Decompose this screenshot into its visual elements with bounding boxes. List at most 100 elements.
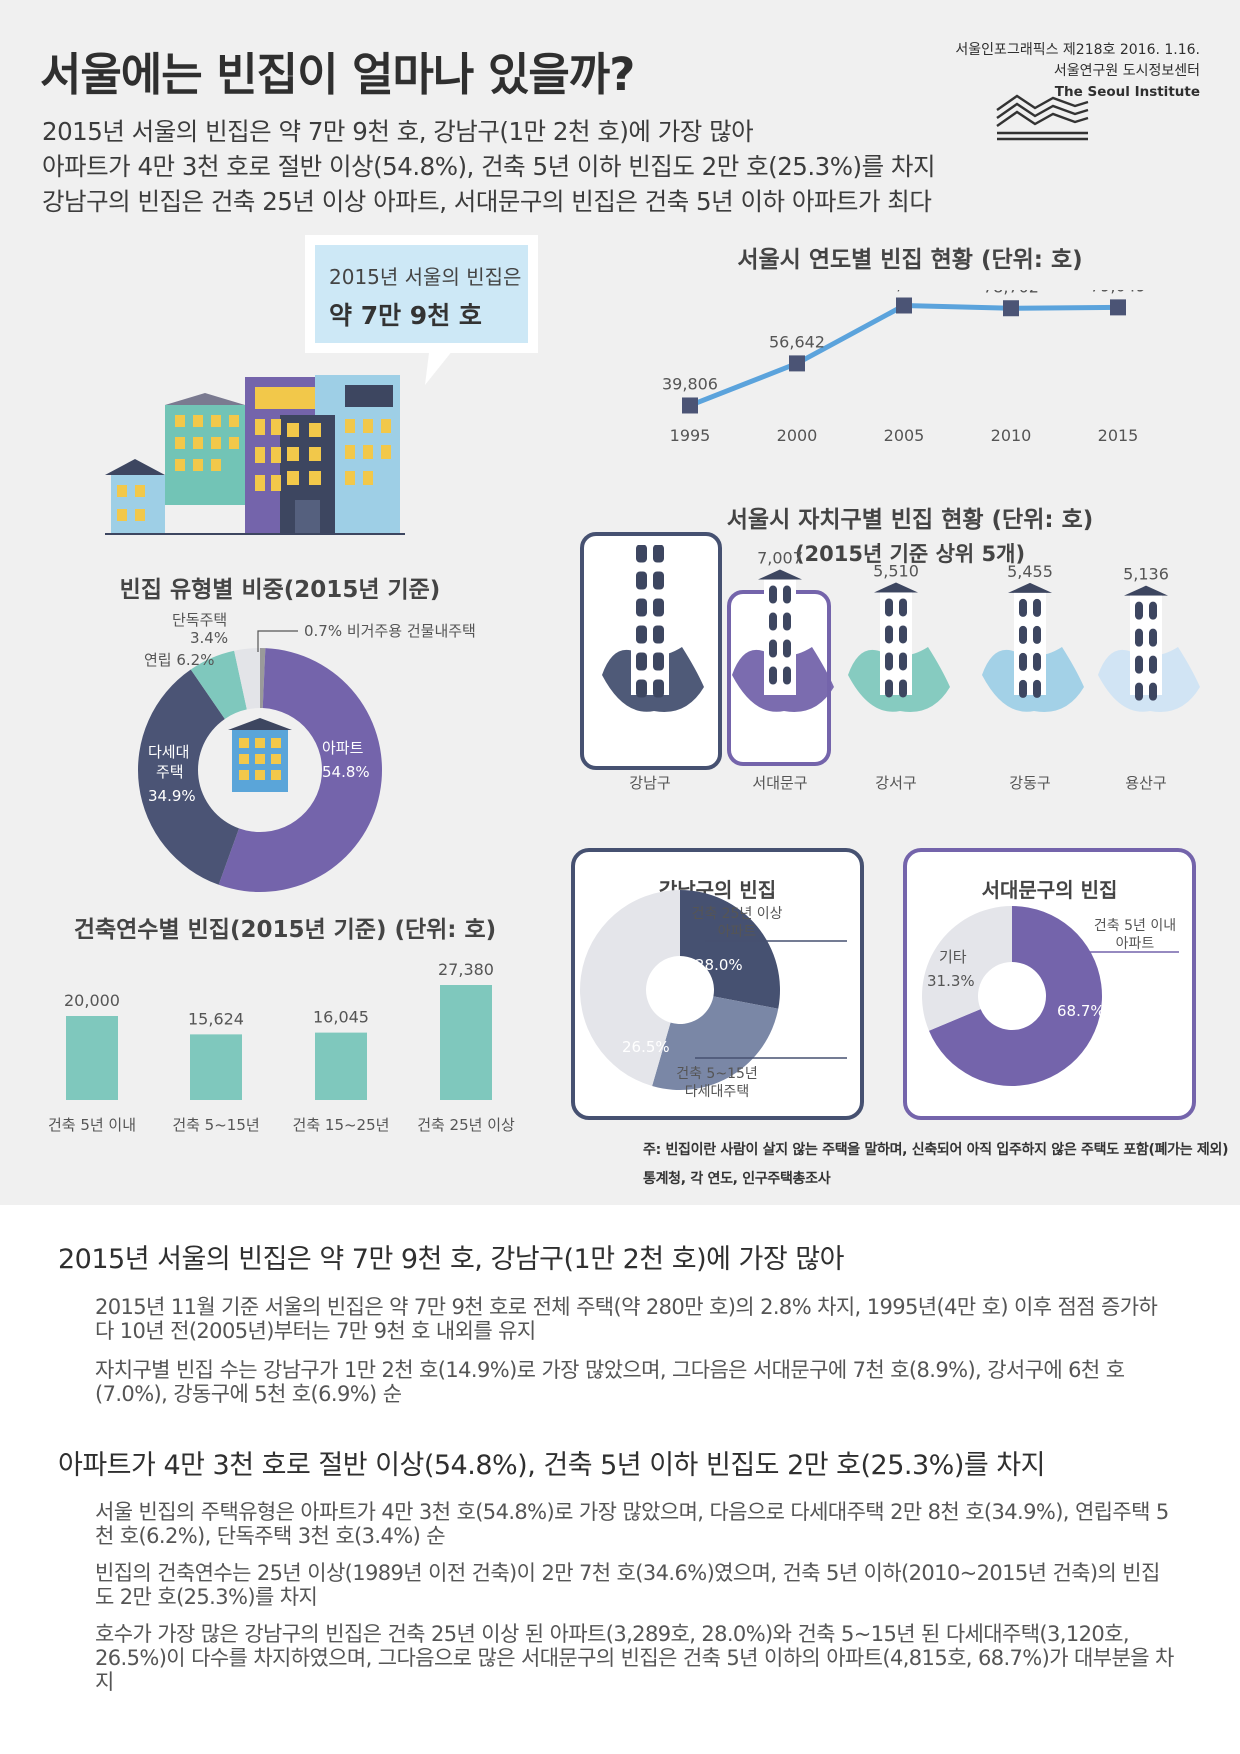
age-chart-title: 건축연수별 빈집(2015년 기준) (단위: 호) <box>73 917 497 943</box>
building-window <box>1149 601 1157 620</box>
data-point <box>682 397 698 414</box>
age-bar-value: 20,000 <box>64 991 120 1010</box>
age-bar-value: 15,624 <box>188 1009 244 1028</box>
donut-slice <box>680 890 780 1009</box>
building-bar <box>764 579 796 695</box>
building-window <box>885 679 893 698</box>
district-name-label: 강동구 <box>1009 774 1050 792</box>
callout-label: 2015년 서울의 빈집은 <box>329 265 522 289</box>
district-value-label: 5,455 <box>1007 562 1053 581</box>
center-building-window <box>255 754 265 764</box>
data-point <box>789 355 805 372</box>
slice-value-apt: 68.7% <box>1057 1002 1105 1020</box>
org-name-en: The Seoul Institute <box>1054 84 1200 100</box>
slice-label-multi-2: 주택 <box>156 763 184 781</box>
donut-slice <box>190 650 247 719</box>
building-window <box>636 545 647 563</box>
data-point <box>896 297 912 314</box>
line-chart-title: 서울시 연도별 빈집 현황 (단위: 호) <box>737 247 1083 273</box>
building-window <box>1019 679 1027 698</box>
center-building-window <box>239 770 249 780</box>
donut-slice <box>922 906 1012 1031</box>
building-window <box>1033 625 1041 644</box>
slice-value-apt: 28.0% <box>695 956 743 974</box>
building-window <box>653 545 664 563</box>
building-window <box>885 625 893 644</box>
building-roof <box>874 582 918 593</box>
org-name: 서울연구원 도시정보센터 <box>1053 63 1200 79</box>
donut-slice <box>138 669 239 885</box>
district-value-label: 5,510 <box>873 561 919 580</box>
x-tick-label: 2015 <box>1098 426 1139 445</box>
building-window <box>885 598 893 617</box>
center-building-window <box>239 754 249 764</box>
center-building-roof <box>228 718 292 730</box>
series-line <box>689 302 1119 408</box>
data-label: 56,642 <box>769 332 825 351</box>
data-label: 79,049 <box>1090 290 1146 295</box>
building-window <box>636 679 647 698</box>
slice-label-nonres: 0.7% 비거주용 건물내주택 <box>304 622 476 640</box>
age-bar-category: 건축 15~25년 <box>293 1116 390 1134</box>
center-building-window <box>255 770 265 780</box>
subtitle-2: 아파트가 4만 3천 호로 절반 이상(54.8%), 건축 5년 이하 빈집도… <box>42 152 936 181</box>
total-callout: 2015년 서울의 빈집은 약 7만 9천 호 <box>305 235 538 353</box>
building-bar <box>1130 595 1162 695</box>
slice-label-multi-1: 건축 5~15년 <box>676 1066 758 1082</box>
building-window <box>783 585 791 604</box>
building-bar <box>880 592 912 695</box>
subtitle-3: 강남구의 빈집은 건축 25년 이상 아파트, 서대문구의 빈집은 건축 5년 … <box>42 187 932 216</box>
building-window <box>653 625 664 644</box>
donut-slice <box>260 648 266 709</box>
callout-value: 약 7만 9천 호 <box>329 301 482 330</box>
section-2-heading: 아파트가 4만 3천 호로 절반 이상(54.8%), 건축 5년 이하 빈집도… <box>58 1450 1045 1481</box>
building-window <box>899 679 907 698</box>
building-window <box>1033 679 1041 698</box>
building-bar <box>1014 592 1046 695</box>
building-window <box>653 652 664 671</box>
age-bar <box>440 985 492 1100</box>
building-bar <box>631 545 669 695</box>
building-window <box>899 625 907 644</box>
age-bar-category: 건축 25년 이상 <box>417 1116 515 1134</box>
section-1-para-1: 2015년 11월 기준 서울의 빈집은 약 7만 9천 호로 전체 주택(약 … <box>95 1295 1158 1343</box>
issue-info: 서울인포그래픽스 제218호 2016. 1.16. 서울연구원 도시정보센터 … <box>955 40 1200 103</box>
x-tick-label: 1995 <box>670 426 711 445</box>
district-name-label: 강서구 <box>875 774 916 792</box>
building-window <box>1135 628 1143 647</box>
building-window <box>1135 601 1143 620</box>
slice-value-apt: 54.8% <box>322 763 370 781</box>
donut-slice <box>218 648 383 892</box>
building-window <box>1033 652 1041 671</box>
slice-label-etc: 기타 <box>939 948 967 966</box>
slice-label-apt-2: 아파트 <box>718 924 757 940</box>
footnote: 주: 빈집이란 사람이 살지 않는 주택을 말하며, 신축되어 아직 입주하지 … <box>643 1136 1228 1194</box>
building-window <box>783 666 791 685</box>
data-label: 79,800 <box>876 290 932 294</box>
age-bar-category: 건축 5년 이내 <box>48 1116 136 1134</box>
seoul-institute-logo <box>996 94 1089 141</box>
building-window <box>769 666 777 685</box>
issue-number: 서울인포그래픽스 제218호 2016. 1.16. <box>955 42 1200 58</box>
building-window <box>1149 655 1157 674</box>
donut-slice <box>652 996 779 1090</box>
slice-value-multi: 34.9% <box>148 787 196 805</box>
slice-value-multi: 26.5% <box>622 1038 670 1056</box>
age-bar <box>190 1034 242 1100</box>
slice-label-multi-2: 다세대주택 <box>685 1084 749 1100</box>
district-chart-subtitle: (2015년 기준 상위 5개) <box>794 542 1026 566</box>
center-building-window <box>271 770 281 780</box>
section-1-heading: 2015년 서울의 빈집은 약 7만 9천 호, 강남구(1만 2천 호)에 가… <box>58 1244 844 1275</box>
building-window <box>899 598 907 617</box>
center-building-window <box>271 738 281 748</box>
data-point <box>1003 300 1019 317</box>
seodaemun-donut-title: 서대문구의 빈집 <box>981 878 1118 902</box>
building-window <box>636 571 647 590</box>
age-bar-chart: 20,000 건축 5년 이내 15,624 건축 5~15년 16,045 건축 15~… <box>48 960 515 1134</box>
slice-label-apt-1: 건축 5년 이내 <box>1094 918 1176 934</box>
building-window <box>1019 625 1027 644</box>
building-window <box>653 571 664 590</box>
building-window <box>1149 628 1157 647</box>
